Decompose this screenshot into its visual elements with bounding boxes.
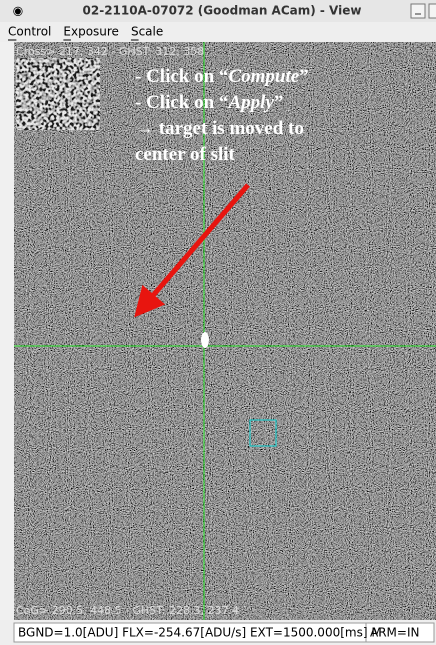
image-margin [0, 42, 14, 620]
minimize-button[interactable] [411, 4, 425, 18]
annotation-text: - Click on “ [135, 66, 228, 87]
annotation-line: - Click on “Compute” [135, 66, 309, 87]
arm-status: ARM=IN [370, 626, 419, 640]
annotation-line: center of slit [135, 144, 236, 165]
cog-readout: CoG> 290.5, 448.5 - GHST: 228.3, 237.4 [16, 604, 239, 617]
menu-item[interactable]: Exposure [63, 25, 119, 39]
window: ◉ 02-2110A-07072 (Goodman ACam) - View C… [0, 0, 436, 645]
annotation-text: ” [299, 66, 309, 87]
annotation-text: - Click on “ [135, 92, 228, 113]
annotation-line: → target is moved to [135, 118, 304, 139]
annotation-emphasis: Compute [228, 66, 299, 87]
annotation-text: ” [274, 92, 284, 113]
window-icon: ◉ [13, 4, 23, 18]
status-text: BGND=1.0[ADU] FLX=-254.67[ADU/s] EXT=150… [18, 626, 382, 640]
menu-item[interactable]: Scale [131, 25, 163, 39]
annotation-emphasis: Apply [227, 92, 274, 113]
close-button[interactable] [429, 4, 436, 18]
target-star[interactable] [201, 332, 209, 348]
annotation-line: - Click on “Apply” [135, 92, 283, 113]
window-title: 02-2110A-07072 (Goodman ACam) - View [83, 4, 362, 18]
menu-item[interactable]: Control [8, 25, 51, 39]
pattern-patch [16, 58, 100, 130]
cross-readout: Cross> 217, 342 - GHST: 312, 358 [16, 45, 204, 58]
